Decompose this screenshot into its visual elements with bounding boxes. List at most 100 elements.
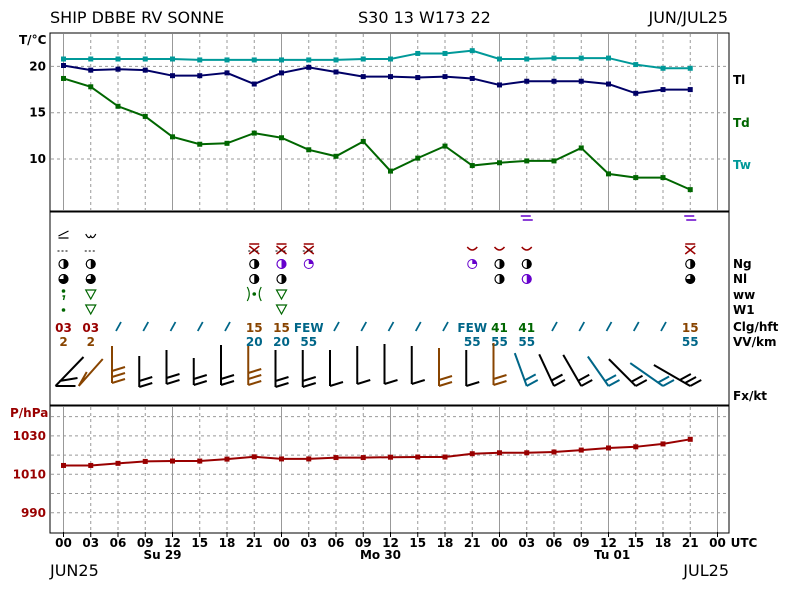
data-point-tw	[360, 56, 366, 62]
time-tick-label: 12	[164, 536, 181, 550]
cloud-type-symbol	[276, 245, 287, 255]
time-tick-label: 15	[191, 536, 208, 550]
ceiling-value: 41	[491, 321, 508, 335]
time-tick-label: 06	[328, 536, 345, 550]
pressure-panel-frame	[49, 405, 730, 534]
time-tick-label: 00	[709, 536, 726, 550]
ceiling-value: 41	[518, 321, 535, 335]
row-label-ng: Ng	[733, 257, 752, 271]
wind-barb-flag	[275, 382, 289, 388]
data-point-tl	[170, 73, 175, 79]
wind-barb	[77, 358, 104, 387]
row-label-nl: Nl	[733, 272, 747, 286]
time-tick-label: 00	[273, 536, 290, 550]
pressure-tick-labels: 990 1010 1030	[13, 429, 46, 520]
ceiling-slash	[578, 321, 586, 332]
data-point-td	[524, 158, 530, 164]
cloud-cover-symbol	[494, 259, 505, 269]
period-label: JUN/JUL25	[648, 8, 729, 27]
data-point-pressure	[306, 456, 312, 462]
data-point-tw	[251, 57, 257, 63]
data-point-pressure	[360, 455, 366, 461]
wind-barb	[138, 356, 153, 388]
cloud-type-symbol	[85, 233, 97, 239]
ceiling-slash	[169, 321, 177, 332]
wind-barb-flag	[689, 379, 702, 387]
series-line-tl	[63, 64, 691, 95]
data-point-pressure	[660, 441, 666, 447]
data-point-tw	[306, 57, 312, 63]
wind-barb-flag	[356, 379, 371, 385]
wind-barb-flag	[635, 379, 648, 387]
ceiling-slash	[660, 321, 667, 332]
vertical-gridlines	[63, 34, 718, 537]
wind-barb-flag	[577, 373, 590, 382]
data-point-td	[115, 103, 121, 109]
wind-barb-flag	[608, 379, 620, 387]
visibility-value: 55	[464, 335, 481, 349]
day-label: Tu 01	[594, 548, 630, 562]
time-tick-label: 15	[409, 536, 426, 550]
cloud-type-symbol	[248, 245, 260, 255]
wind-barb	[220, 345, 235, 386]
data-point-pressure	[606, 445, 611, 451]
wind-barb	[329, 350, 344, 387]
wind-barb-flag	[493, 380, 507, 386]
data-point-tw	[551, 55, 557, 61]
data-point-td	[388, 168, 393, 174]
data-point-tw	[388, 56, 393, 62]
data-point-pressure	[687, 436, 693, 442]
wind-barb-flag	[138, 382, 153, 388]
visibility-value: 55	[518, 335, 535, 349]
pressure-axis-label: P/hPa	[10, 406, 48, 420]
time-tick-label: 09	[355, 536, 372, 550]
row-label-vv: VV/km	[733, 335, 776, 349]
wind-barb	[165, 350, 180, 385]
data-point-pressure	[197, 458, 203, 464]
wind-barb-flag	[247, 374, 262, 380]
day-label: Mo 30	[360, 548, 401, 562]
data-point-td	[578, 145, 584, 151]
wind-barb-flag	[580, 379, 593, 387]
series-layer	[61, 48, 693, 468]
temp-tick-label: 15	[29, 106, 46, 120]
temperature-axis-label: T/°C	[19, 33, 47, 47]
visibility-value: 55	[491, 335, 508, 349]
time-tick-label: 03	[82, 536, 99, 550]
cloud-cover-outline	[521, 259, 532, 269]
present-weather-symbol	[61, 289, 66, 293]
cloud-cover-fill	[86, 274, 96, 284]
visibility-value: 2	[87, 335, 95, 349]
time-tick-label: 03	[518, 536, 535, 550]
wind-barb-flag	[329, 381, 344, 387]
data-point-tl	[224, 70, 230, 76]
wind-barb	[54, 356, 85, 387]
data-point-tw	[115, 56, 121, 62]
wind-barb-flag	[604, 374, 617, 382]
cloud-cover-fill	[526, 274, 532, 284]
data-point-tw	[497, 56, 502, 62]
temp-tick-label: 10	[29, 152, 46, 166]
station-title: SHIP DBBE RV SONNE	[50, 8, 224, 27]
row-label-clg: Clg/hft	[733, 320, 779, 334]
data-point-tw	[469, 48, 475, 54]
ceiling-value: 15	[682, 321, 699, 335]
wind-barb-flag	[111, 372, 126, 378]
data-point-tw	[660, 65, 666, 71]
data-point-pressure	[251, 454, 257, 460]
footer-month-start: JUN25	[49, 561, 99, 580]
temp-tick-label: 20	[29, 59, 46, 73]
visibility-value: 2	[59, 335, 67, 349]
series-line-td	[63, 77, 691, 191]
data-point-pressure	[61, 462, 66, 468]
data-point-pressure	[415, 454, 421, 460]
ceiling-value: FEW	[294, 321, 324, 335]
visibility-value: 20	[246, 335, 263, 349]
wind-barb	[383, 344, 398, 385]
cloud-cover-fill	[526, 259, 532, 269]
cloud-cover-symbol	[685, 259, 696, 269]
cloud-cover-fill	[63, 259, 68, 269]
data-point-tl	[360, 74, 366, 80]
cloud-cover-fill	[685, 274, 695, 284]
cloud-cover-symbol	[521, 274, 532, 284]
